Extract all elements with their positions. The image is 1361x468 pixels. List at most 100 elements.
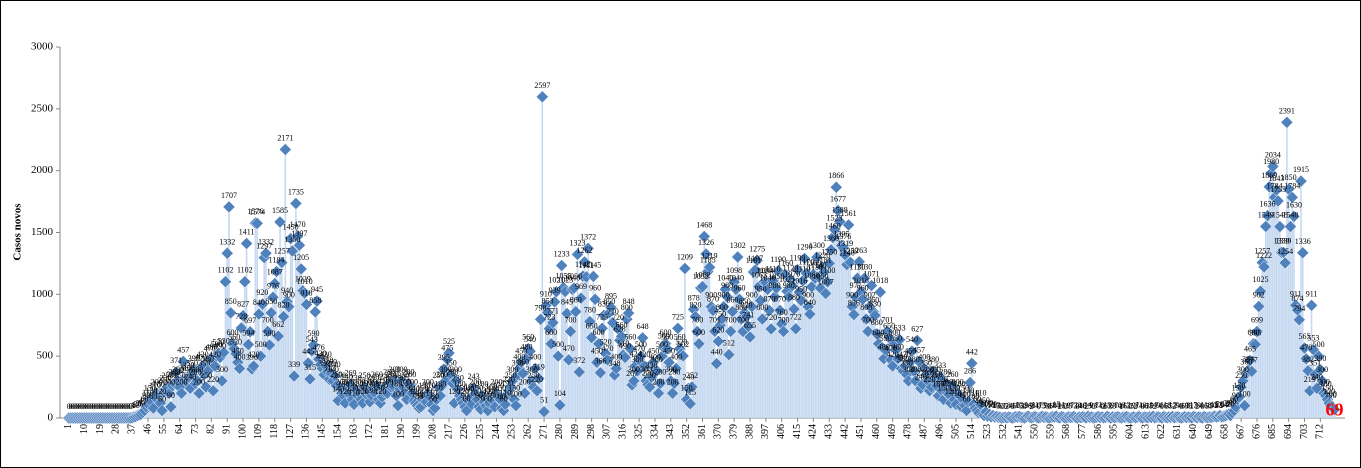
data-label: 480 xyxy=(520,343,532,352)
data-label: 0 xyxy=(127,402,131,411)
data-label: 8 xyxy=(132,401,136,410)
data-label: 60 xyxy=(158,395,166,404)
marker xyxy=(442,346,456,360)
data-label: 478 xyxy=(1300,343,1312,352)
data-label: 80 xyxy=(431,392,439,401)
data-label: 701 xyxy=(709,315,721,324)
data-label: 500 xyxy=(255,340,267,349)
data-label: 512 xyxy=(723,339,735,348)
marker xyxy=(623,342,637,356)
data-label: 1222 xyxy=(1256,251,1272,260)
data-label: 90 xyxy=(142,391,150,400)
data-label: 0 xyxy=(76,402,80,411)
data-label: 648 xyxy=(637,322,649,331)
marker xyxy=(1238,399,1252,412)
marker xyxy=(564,325,577,338)
data-label: 100 xyxy=(392,390,404,399)
data-label: 200 xyxy=(193,377,205,386)
data-label: 180 xyxy=(366,380,378,389)
data-label: 200 xyxy=(399,377,411,386)
data-label: 110 xyxy=(142,388,154,397)
data-label: 900 xyxy=(283,291,295,300)
marker xyxy=(771,264,785,278)
data-label: 220 xyxy=(207,375,219,384)
data-label: 476 xyxy=(313,343,325,352)
data-label: 380 xyxy=(202,355,214,364)
data-label: 902 xyxy=(864,290,876,299)
data-label: 0 xyxy=(74,402,78,411)
data-label: 339 xyxy=(288,360,300,369)
x-tick-label: 127 xyxy=(285,424,296,439)
data-label: 1147 xyxy=(575,260,591,269)
marker xyxy=(683,397,697,411)
data-label: 100 xyxy=(411,390,423,399)
marker xyxy=(1305,298,1318,312)
data-label: 200 xyxy=(406,377,418,386)
data-label: 6 xyxy=(1163,401,1167,410)
data-label: 30 xyxy=(1225,398,1233,407)
data-label: 110 xyxy=(950,388,962,397)
marker xyxy=(548,295,561,309)
data-label: 827 xyxy=(237,300,249,309)
data-label: 400 xyxy=(316,353,328,362)
data-label: 300 xyxy=(640,365,652,374)
data-label: 480 xyxy=(892,343,904,352)
data-label: 500 xyxy=(552,340,564,349)
data-label: 15 xyxy=(1211,400,1219,409)
data-label: 200 xyxy=(343,377,355,386)
data-label: 520 xyxy=(230,338,242,347)
data-label: 5 xyxy=(996,401,1000,410)
marker xyxy=(271,329,285,343)
marker xyxy=(307,338,320,352)
data-label: 2 xyxy=(1030,402,1034,411)
data-label: 900 xyxy=(718,291,730,300)
data-label: 372 xyxy=(573,356,585,365)
marker xyxy=(241,338,255,351)
marker xyxy=(666,386,679,400)
data-label: 1018 xyxy=(853,276,869,285)
data-label: 12 xyxy=(1214,401,1222,410)
data-label: 700 xyxy=(862,315,874,324)
data-label: 280 xyxy=(168,367,180,376)
data-label: 1130 xyxy=(857,262,873,271)
data-label: 180 xyxy=(954,380,966,389)
data-label: 1576 xyxy=(247,207,263,216)
data-label: 0 xyxy=(1075,402,1079,411)
data-label: 1300 xyxy=(809,241,825,250)
data-label: 1470 xyxy=(290,220,306,229)
data-label: 270 xyxy=(917,369,929,378)
data-label: 1110 xyxy=(765,265,780,274)
data-label: 13 xyxy=(1038,400,1046,409)
marker xyxy=(706,304,720,317)
data-label: 110 xyxy=(968,388,980,397)
data-label: 400 xyxy=(895,353,907,362)
data-label: 0 xyxy=(77,402,81,411)
data-label: 286 xyxy=(964,367,976,376)
x-tick-label: 577 xyxy=(1077,424,1088,439)
data-label: 450 xyxy=(663,346,675,355)
data-label: 0 xyxy=(121,402,125,411)
x-tick-label: 334 xyxy=(649,424,660,439)
data-label: 1339 xyxy=(1274,236,1290,245)
data-label: 150 xyxy=(494,383,506,392)
data-label: 120 xyxy=(448,387,460,396)
data-label: 7 xyxy=(1174,401,1178,410)
data-label: 220 xyxy=(531,375,543,384)
data-label: 120 xyxy=(154,387,166,396)
data-label: 150 xyxy=(1321,383,1333,392)
x-tick-label: 424 xyxy=(808,424,819,439)
x-tick-label: 199 xyxy=(412,424,423,439)
marker xyxy=(763,304,776,317)
data-label: 0 xyxy=(1200,402,1204,411)
data-label: 470 xyxy=(204,344,216,353)
data-label: 520 xyxy=(600,338,612,347)
data-label: 1062 xyxy=(695,271,711,280)
data-label: 600 xyxy=(693,328,705,337)
data-label: 360 xyxy=(517,357,529,366)
marker xyxy=(1233,390,1246,404)
data-label: 910 xyxy=(540,289,552,298)
marker xyxy=(785,279,799,293)
data-label: 150 xyxy=(455,383,467,392)
data-label: 500 xyxy=(635,340,647,349)
marker xyxy=(1257,260,1271,274)
